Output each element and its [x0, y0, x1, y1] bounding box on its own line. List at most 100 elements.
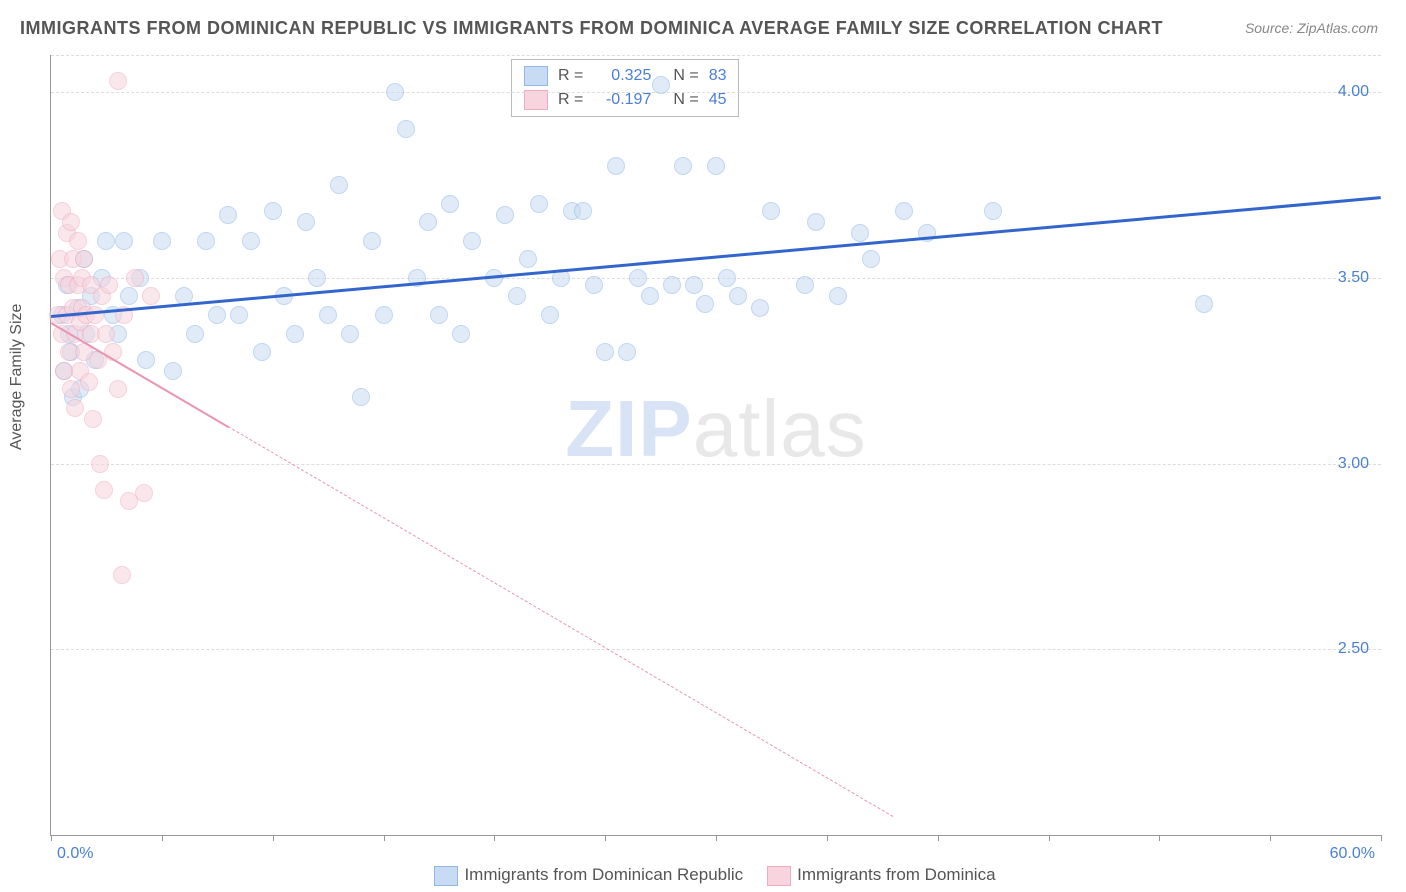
scatter-point [596, 343, 614, 361]
x-tick [51, 835, 52, 841]
scatter-point [352, 388, 370, 406]
legend-r-value: -0.197 [593, 91, 651, 109]
scatter-point [164, 362, 182, 380]
x-tick [273, 835, 274, 841]
y-tick-label: 3.00 [1338, 455, 1369, 473]
scatter-point [91, 455, 109, 473]
scatter-point [419, 213, 437, 231]
legend-swatch [767, 866, 791, 886]
legend-row: R =0.325N =83 [524, 64, 726, 88]
legend-series-name: Immigrants from Dominican Republic [464, 865, 743, 884]
scatter-point [115, 232, 133, 250]
x-tick [162, 835, 163, 841]
scatter-point [230, 306, 248, 324]
scatter-point [862, 250, 880, 268]
scatter-point [126, 269, 144, 287]
scatter-point [308, 269, 326, 287]
scatter-point [62, 213, 80, 231]
scatter-point [452, 325, 470, 343]
scatter-point [84, 410, 102, 428]
scatter-point [297, 213, 315, 231]
scatter-point [341, 325, 359, 343]
scatter-point [707, 157, 725, 175]
scatter-point [69, 232, 87, 250]
scatter-point [319, 306, 337, 324]
gridline [51, 649, 1381, 650]
scatter-point [530, 195, 548, 213]
scatter-point [197, 232, 215, 250]
scatter-point [363, 232, 381, 250]
scatter-point [62, 380, 80, 398]
scatter-point [66, 399, 84, 417]
scatter-point [574, 202, 592, 220]
legend-n-label: N = [673, 67, 698, 85]
scatter-point [286, 325, 304, 343]
x-tick [1159, 835, 1160, 841]
gridline [51, 278, 1381, 279]
legend-n-label: N = [673, 91, 698, 109]
scatter-point [109, 380, 127, 398]
scatter-point [674, 157, 692, 175]
scatter-point [508, 287, 526, 305]
scatter-point [807, 213, 825, 231]
scatter-point [585, 276, 603, 294]
scatter-point [97, 232, 115, 250]
y-tick-label: 3.50 [1338, 269, 1369, 287]
scatter-point [430, 306, 448, 324]
scatter-point [100, 276, 118, 294]
scatter-point [375, 306, 393, 324]
scatter-point [751, 299, 769, 317]
scatter-point [264, 202, 282, 220]
scatter-point [441, 195, 459, 213]
scatter-point [120, 287, 138, 305]
legend-swatch [434, 866, 458, 886]
chart-title: IMMIGRANTS FROM DOMINICAN REPUBLIC VS IM… [20, 18, 1163, 39]
scatter-point [135, 484, 153, 502]
x-tick [1381, 835, 1382, 841]
scatter-point [652, 76, 670, 94]
scatter-point [685, 276, 703, 294]
legend-n-value: 83 [709, 67, 727, 85]
scatter-point [95, 481, 113, 499]
scatter-point [851, 224, 869, 242]
correlation-legend: R =0.325N =83R =-0.197N =45 [511, 59, 739, 117]
x-tick [716, 835, 717, 841]
scatter-point [829, 287, 847, 305]
x-tick [384, 835, 385, 841]
x-tick [605, 835, 606, 841]
y-tick-label: 2.50 [1338, 640, 1369, 658]
gridline [51, 464, 1381, 465]
scatter-point [219, 206, 237, 224]
scatter-point [253, 343, 271, 361]
scatter-point [330, 176, 348, 194]
scatter-point [519, 250, 537, 268]
legend-r-label: R = [558, 67, 583, 85]
scatter-point [463, 232, 481, 250]
legend-series-name: Immigrants from Dominica [797, 865, 995, 884]
scatter-point [796, 276, 814, 294]
x-axis-max-label: 60.0% [1330, 845, 1375, 863]
legend-n-value: 45 [709, 91, 727, 109]
scatter-point [718, 269, 736, 287]
scatter-point [895, 202, 913, 220]
scatter-point [607, 157, 625, 175]
scatter-point [541, 306, 559, 324]
scatter-point [729, 287, 747, 305]
scatter-point [242, 232, 260, 250]
scatter-point [629, 269, 647, 287]
series-legend: Immigrants from Dominican Republic Immigr… [0, 865, 1406, 886]
watermark: ZIPatlas [565, 383, 866, 475]
scatter-point [618, 343, 636, 361]
scatter-point [86, 306, 104, 324]
scatter-point [97, 325, 115, 343]
gridline [51, 92, 1381, 93]
scatter-point [397, 120, 415, 138]
x-tick [494, 835, 495, 841]
scatter-point [80, 373, 98, 391]
chart-plot-area: ZIPatlas R =0.325N =83R =-0.197N =45 2.5… [50, 55, 1381, 836]
x-tick [827, 835, 828, 841]
y-axis-label: Average Family Size [8, 304, 26, 450]
scatter-point [696, 295, 714, 313]
x-tick [1049, 835, 1050, 841]
scatter-point [762, 202, 780, 220]
